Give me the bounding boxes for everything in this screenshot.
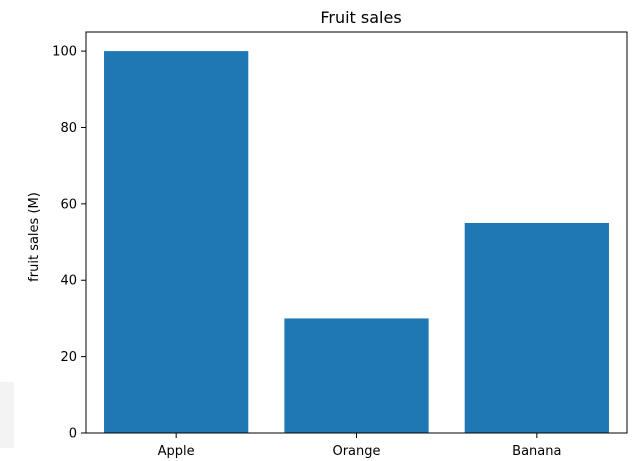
y-tick-label: 0 [69, 427, 77, 442]
y-tick-label: 60 [60, 197, 77, 212]
y-tick-label: 20 [60, 350, 77, 365]
bar-apple [104, 51, 249, 433]
y-tick-label: 100 [52, 45, 77, 60]
x-tick-label: Orange [332, 444, 380, 459]
y-tick-label: 80 [60, 121, 77, 136]
y-axis-label: fruit sales (M) [27, 192, 42, 282]
y-tick-label: 40 [60, 274, 77, 289]
x-tick-label: Banana [512, 444, 561, 459]
bar-banana [464, 222, 609, 433]
side-strip [0, 382, 14, 448]
bar-orange [284, 318, 429, 433]
x-tick-label: Apple [158, 444, 195, 459]
plot-area: Apple Orange Banana 0 20 40 60 80 100 [52, 31, 628, 459]
chart-title: Fruit sales [320, 8, 401, 27]
plot-frame [85, 31, 628, 434]
